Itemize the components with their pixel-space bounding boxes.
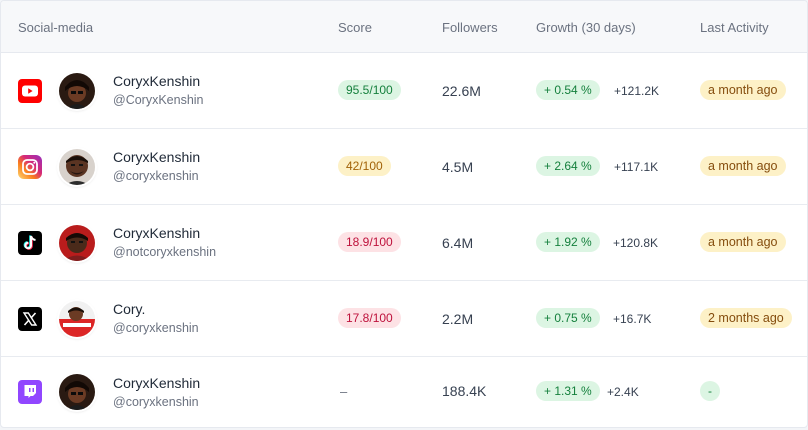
table-row[interactable]: CoryxKenshin @coryxkenshin – 188.4K + 1.… [1, 357, 807, 427]
score-badge: 95.5/100 [338, 80, 401, 100]
column-header-score[interactable]: Score [338, 20, 372, 35]
account-handle: @coryxkenshin [113, 321, 199, 335]
x-icon [18, 307, 42, 331]
growth-delta: +117.1K [614, 160, 659, 174]
account-name[interactable]: CoryxKenshin [113, 375, 201, 391]
avatar[interactable] [59, 374, 95, 410]
tiktok-icon [18, 231, 42, 255]
account-name[interactable]: CoryxKenshin [113, 149, 201, 165]
score-badge: 18.9/100 [338, 232, 401, 252]
followers-count: 188.4K [442, 383, 487, 399]
score-badge: 17.8/100 [338, 308, 401, 328]
table-row[interactable]: CoryxKenshin @notcoryxkenshin 18.9/100 6… [1, 205, 807, 281]
growth-percent-badge: + 1.92 % [536, 232, 600, 252]
followers-count: 4.5M [442, 159, 474, 175]
account-handle: @coryxkenshin [113, 169, 199, 183]
followers-count: 2.2M [442, 311, 474, 327]
followers-count: 6.4M [442, 235, 474, 251]
growth-delta: +121.2K [614, 84, 660, 98]
account-name[interactable]: CoryxKenshin [113, 73, 201, 89]
growth-delta: +2.4K [607, 385, 639, 399]
account-handle: @coryxkenshin [113, 395, 199, 409]
column-header-social-media[interactable]: Social-media [18, 20, 94, 35]
column-header-growth[interactable]: Growth (30 days) [536, 20, 636, 35]
score-empty: – [340, 384, 348, 399]
account-handle: @CoryxKenshin [113, 93, 204, 107]
account-handle: @notcoryxkenshin [113, 245, 217, 259]
avatar[interactable] [59, 149, 95, 185]
last-activity-badge: - [700, 381, 720, 401]
account-name[interactable]: Cory. [113, 301, 146, 317]
last-activity-badge: 2 months ago [700, 308, 792, 328]
growth-percent-badge: + 0.54 % [536, 80, 600, 100]
account-name[interactable]: CoryxKenshin [113, 225, 201, 241]
youtube-icon [18, 79, 42, 103]
avatar[interactable] [59, 225, 95, 261]
table-row[interactable]: CoryxKenshin @CoryxKenshin 95.5/100 22.6… [1, 53, 807, 129]
growth-delta: +16.7K [613, 312, 652, 326]
instagram-icon [18, 155, 42, 179]
growth-delta: +120.8K [613, 236, 659, 250]
avatar[interactable] [59, 301, 95, 337]
table-row[interactable]: Cory. @coryxkenshin 17.8/100 2.2M + 0.75… [1, 281, 807, 357]
avatar[interactable] [59, 73, 95, 109]
last-activity-badge: a month ago [700, 232, 786, 252]
table-header: Social-media Score Followers Growth (30 … [1, 1, 807, 53]
growth-percent-badge: + 2.64 % [536, 156, 600, 176]
last-activity-badge: a month ago [700, 156, 786, 176]
growth-percent-badge: + 1.31 % [536, 381, 600, 401]
twitch-icon [18, 380, 42, 404]
growth-percent-badge: + 0.75 % [536, 308, 600, 328]
score-badge: 42/100 [338, 156, 391, 176]
table-row[interactable]: CoryxKenshin @coryxkenshin 42/100 4.5M +… [1, 129, 807, 205]
column-header-last-activity[interactable]: Last Activity [700, 20, 769, 35]
last-activity-badge: a month ago [700, 80, 786, 100]
followers-count: 22.6M [442, 83, 481, 99]
column-header-followers[interactable]: Followers [442, 20, 498, 35]
